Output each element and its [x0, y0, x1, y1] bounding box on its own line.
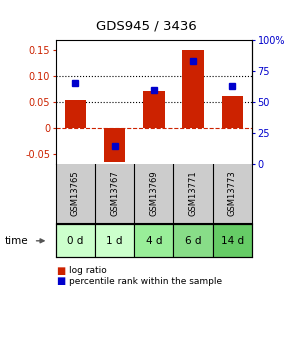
Text: 14 d: 14 d	[221, 236, 244, 246]
Text: time: time	[4, 236, 28, 246]
Bar	[95, 224, 134, 257]
Bar	[222, 96, 243, 128]
Bar	[104, 128, 125, 162]
Text: GSM13769: GSM13769	[149, 171, 158, 216]
Text: GDS945 / 3436: GDS945 / 3436	[96, 19, 197, 32]
Text: 4 d: 4 d	[146, 236, 162, 246]
Bar	[182, 50, 204, 128]
Text: GSM13771: GSM13771	[189, 171, 197, 216]
Text: percentile rank within the sample: percentile rank within the sample	[69, 277, 222, 286]
Bar	[56, 224, 95, 257]
Bar	[64, 100, 86, 128]
Text: 1 d: 1 d	[106, 236, 123, 246]
Bar	[134, 224, 173, 257]
Bar	[173, 224, 213, 257]
Text: ■: ■	[56, 276, 65, 286]
Bar	[213, 224, 252, 257]
Bar	[143, 91, 165, 128]
Text: GSM13767: GSM13767	[110, 170, 119, 216]
Text: GSM13765: GSM13765	[71, 171, 80, 216]
Text: 0 d: 0 d	[67, 236, 84, 246]
Text: 6 d: 6 d	[185, 236, 201, 246]
Text: ■: ■	[56, 266, 65, 276]
Text: log ratio: log ratio	[69, 266, 107, 275]
Text: GSM13773: GSM13773	[228, 170, 237, 216]
